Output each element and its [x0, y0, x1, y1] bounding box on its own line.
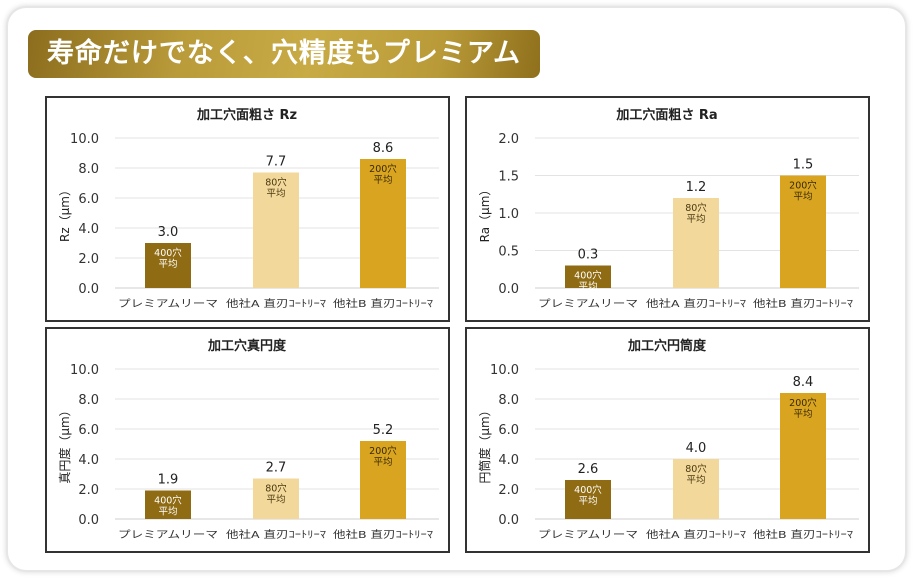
bar-note: 400穴 — [154, 247, 182, 259]
y-tick-label: 0.0 — [498, 513, 519, 528]
y-tick-label: 0.5 — [498, 245, 519, 260]
y-tick-label: 8.0 — [78, 162, 99, 177]
bar-note: 200穴 — [369, 163, 397, 175]
data-label: 4.0 — [686, 441, 707, 456]
y-tick-label: 8.0 — [78, 393, 99, 408]
y-tick-label: 2.0 — [498, 132, 519, 147]
y-tick-label: 6.0 — [498, 423, 519, 438]
bar-note: 平均 — [373, 456, 392, 468]
headline-banner: 寿命だけでなく、穴精度もプレミアム — [28, 30, 540, 78]
y-tick-label: 1.5 — [498, 170, 519, 185]
chart-title: 加工穴面粗さ Rz — [196, 107, 297, 123]
bar-note: 平均 — [158, 506, 177, 518]
bar-note: 200穴 — [789, 180, 817, 192]
bar-1 — [253, 172, 299, 288]
bar-2 — [360, 159, 406, 288]
x-tick-label: プレミアムリーマ — [538, 529, 638, 541]
bar-1 — [673, 459, 719, 519]
bar-0 — [145, 243, 191, 288]
chart-title: 加工穴円筒度 — [627, 338, 707, 354]
chart-title: 加工穴面粗さ Ra — [615, 107, 717, 123]
bar-note: 平均 — [686, 213, 705, 225]
chart-title: 加工穴真円度 — [207, 338, 287, 354]
y-tick-label: 0.0 — [78, 513, 99, 528]
bar-note: 80穴 — [685, 202, 707, 214]
chart-rz: 加工穴面粗さ Rz Rz（μm） 0.0 2.0 4.0 6.0 8.0 10.0 3.0 400… — [45, 96, 450, 322]
data-label: 3.0 — [158, 225, 179, 240]
y-axis-label: Ra（μm） — [478, 184, 492, 243]
bar-note: 平均 — [793, 408, 812, 420]
bar-note: 平均 — [158, 258, 177, 270]
bar-note: 200穴 — [369, 445, 397, 457]
x-tick-label: 他社A 直刃ｺｰﾄﾘｰﾏ — [226, 297, 326, 310]
x-tick-label: 他社B 直刃ｺｰﾄﾘｰﾏ — [333, 528, 433, 541]
bar-note: 平均 — [578, 281, 597, 293]
y-tick-label: 6.0 — [78, 423, 99, 438]
y-tick-label: 0.0 — [78, 282, 99, 297]
bar-note: 平均 — [373, 174, 392, 186]
data-label: 1.9 — [158, 473, 179, 488]
bar-note: 80穴 — [685, 463, 707, 475]
data-label: 2.6 — [578, 462, 599, 477]
x-tick-label: 他社A 直刃ｺｰﾄﾘｰﾏ — [226, 528, 326, 541]
bar-2 — [360, 441, 406, 519]
x-tick-label: プレミアムリーマ — [118, 529, 218, 541]
y-tick-label: 2.0 — [498, 483, 519, 498]
bar-2 — [780, 393, 826, 519]
data-label: 1.2 — [686, 180, 707, 195]
y-axis-label: 真円度（μm） — [57, 404, 72, 483]
data-label: 1.5 — [793, 158, 814, 173]
data-label: 8.4 — [793, 375, 814, 390]
chart-roundness: 加工穴真円度 真円度（μm） 0.0 2.0 4.0 6.0 8.0 10.0 1.9 400穴平… — [45, 327, 450, 553]
x-tick-label: 他社B 直刃ｺｰﾄﾘｰﾏ — [333, 297, 433, 310]
x-tick-label: 他社B 直刃ｺｰﾄﾘｰﾏ — [753, 528, 853, 541]
data-label: 8.6 — [373, 141, 394, 156]
bar-note: 平均 — [686, 474, 705, 486]
bar-note: 400穴 — [574, 484, 602, 496]
y-tick-label: 10.0 — [70, 363, 99, 378]
x-tick-label: 他社A 直刃ｺｰﾄﾘｰﾏ — [646, 528, 746, 541]
y-axis-label: Rz（μm） — [58, 184, 72, 242]
bar-note: 400穴 — [574, 270, 602, 282]
y-tick-label: 4.0 — [498, 453, 519, 468]
x-tick-label: 他社B 直刃ｺｰﾄﾘｰﾏ — [753, 297, 853, 310]
bar-0 — [565, 480, 611, 519]
y-tick-label: 0.0 — [498, 282, 519, 297]
y-tick-label: 10.0 — [70, 132, 99, 147]
chart-ra: 加工穴面粗さ Ra Ra（μm） 0.0 0.5 1.0 1.5 2.0 0.3 400穴 平均プ… — [465, 96, 870, 322]
bar-note: 平均 — [793, 191, 812, 203]
bar-0 — [145, 490, 191, 519]
data-label: 2.7 — [266, 461, 287, 476]
y-tick-label: 2.0 — [78, 252, 99, 267]
y-axis-label: 円筒度（μm） — [477, 404, 492, 483]
y-tick-label: 10.0 — [490, 363, 519, 378]
x-tick-label: プレミアムリーマ — [118, 298, 218, 310]
y-tick-label: 8.0 — [498, 393, 519, 408]
data-label: 7.7 — [266, 155, 287, 170]
bar-2 — [780, 175, 826, 288]
bar-1 — [253, 478, 299, 519]
data-label: 0.3 — [578, 248, 599, 263]
x-tick-label: プレミアムリーマ — [538, 298, 638, 310]
data-label: 5.2 — [373, 423, 394, 438]
bar-note: 80穴 — [265, 483, 287, 495]
bar-note: 平均 — [266, 188, 285, 200]
chart-cylindricity: 加工穴円筒度 円筒度（μm） 0.0 2.0 4.0 6.0 8.0 10.0 2.6 400穴平… — [465, 327, 870, 553]
bar-0 — [565, 265, 611, 288]
y-tick-label: 4.0 — [78, 222, 99, 237]
bar-note: 80穴 — [265, 177, 287, 189]
y-tick-label: 1.0 — [498, 207, 519, 222]
bar-note: 平均 — [578, 495, 597, 507]
bar-note: 200穴 — [789, 397, 817, 409]
y-tick-label: 6.0 — [78, 192, 99, 207]
bar-note: 平均 — [266, 494, 285, 506]
y-tick-label: 4.0 — [78, 453, 99, 468]
bar-1 — [673, 198, 719, 288]
y-tick-label: 2.0 — [78, 483, 99, 498]
x-tick-label: 他社A 直刃ｺｰﾄﾘｰﾏ — [646, 297, 746, 310]
bar-note: 400穴 — [154, 495, 182, 507]
